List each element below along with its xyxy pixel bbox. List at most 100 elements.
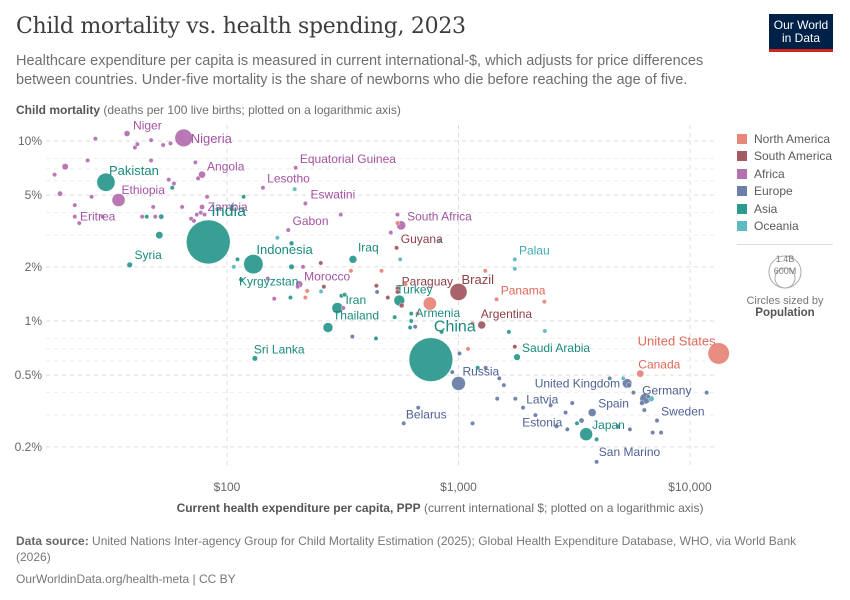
data-point[interactable] (166, 177, 172, 183)
data-point-kyrgyzstan[interactable] (238, 277, 244, 282)
data-point[interactable] (397, 256, 403, 262)
data-point[interactable] (437, 238, 443, 243)
data-point-canada[interactable] (636, 369, 645, 378)
data-point-japan[interactable] (579, 427, 593, 441)
data-point[interactable] (100, 214, 105, 220)
data-point[interactable] (194, 212, 200, 218)
data-point-india[interactable] (186, 219, 231, 265)
data-point[interactable] (408, 311, 414, 316)
data-point[interactable] (569, 400, 575, 406)
data-point[interactable] (342, 292, 347, 298)
data-point[interactable] (92, 136, 98, 142)
legend-item-oceania[interactable]: Oceania (737, 218, 832, 236)
data-point-armenia[interactable] (408, 318, 414, 324)
data-point-russia[interactable] (451, 376, 466, 391)
data-point-san-marino[interactable] (594, 459, 600, 465)
data-point[interactable] (288, 263, 295, 270)
data-point[interactable] (615, 423, 621, 429)
data-point-palau[interactable] (512, 256, 518, 262)
data-point-united-states[interactable] (707, 342, 730, 365)
data-point[interactable] (288, 240, 295, 246)
data-point-eswatini[interactable] (302, 201, 308, 206)
data-point[interactable] (639, 400, 645, 406)
data-point[interactable] (85, 158, 91, 163)
data-point[interactable] (338, 212, 344, 218)
data-point[interactable] (349, 334, 355, 339)
data-point[interactable] (465, 346, 471, 352)
data-point[interactable] (148, 137, 154, 143)
data-point-spain[interactable] (587, 408, 597, 417)
data-point[interactable] (304, 288, 310, 294)
data-point-eritrea[interactable] (72, 214, 78, 220)
data-point-syria[interactable] (126, 261, 133, 268)
data-point[interactable] (554, 423, 559, 429)
data-point[interactable] (483, 365, 489, 371)
source-url[interactable]: OurWorldinData.org/health-meta | CC BY (16, 572, 236, 586)
data-point[interactable] (373, 336, 379, 341)
data-point[interactable] (148, 158, 154, 163)
data-point[interactable] (265, 276, 271, 282)
data-point[interactable] (658, 430, 664, 435)
data-point[interactable] (475, 365, 481, 371)
data-point[interactable] (318, 289, 324, 294)
data-point[interactable] (168, 140, 173, 146)
data-point[interactable] (274, 235, 280, 241)
data-point[interactable] (650, 430, 656, 435)
data-point[interactable] (395, 212, 400, 218)
data-point-gabon[interactable] (285, 227, 291, 233)
data-point[interactable] (574, 420, 580, 426)
data-point[interactable] (641, 407, 647, 413)
data-point[interactable] (195, 175, 201, 181)
data-point[interactable] (72, 202, 78, 208)
legend-item-asia[interactable]: Asia (737, 200, 832, 218)
data-point[interactable] (470, 420, 475, 426)
data-point[interactable] (144, 214, 150, 220)
data-point[interactable] (506, 329, 512, 335)
data-point[interactable] (379, 268, 384, 274)
data-point[interactable] (470, 320, 475, 326)
data-point[interactable] (392, 314, 398, 320)
data-point[interactable] (89, 194, 94, 200)
data-point[interactable] (494, 396, 500, 402)
legend-item-africa[interactable]: Africa (737, 165, 832, 183)
data-point[interactable] (457, 351, 462, 356)
data-point[interactable] (607, 375, 613, 381)
data-point[interactable] (533, 412, 538, 418)
data-point-niger[interactable] (123, 130, 131, 137)
data-point[interactable] (512, 344, 518, 350)
data-point[interactable] (300, 264, 306, 270)
data-point[interactable] (158, 213, 165, 220)
data-point[interactable] (496, 375, 502, 381)
data-point-sweden[interactable] (654, 418, 660, 423)
data-point[interactable] (192, 160, 198, 165)
data-point[interactable] (501, 382, 507, 388)
data-point[interactable] (412, 324, 418, 330)
data-point[interactable] (340, 305, 346, 311)
data-point[interactable] (231, 264, 237, 270)
data-point[interactable] (385, 295, 391, 300)
data-point[interactable] (179, 204, 185, 210)
data-point[interactable] (271, 296, 277, 302)
data-point[interactable] (398, 302, 405, 309)
data-point[interactable] (295, 284, 301, 290)
data-point-pakistan[interactable] (96, 172, 116, 192)
data-point[interactable] (169, 185, 175, 191)
data-point[interactable] (171, 181, 177, 186)
data-point[interactable] (415, 311, 420, 316)
data-point[interactable] (631, 390, 636, 396)
data-point[interactable] (235, 256, 240, 262)
data-point[interactable] (423, 296, 437, 311)
data-point[interactable] (204, 194, 210, 200)
data-point[interactable] (152, 214, 158, 220)
data-point-zambia[interactable] (199, 204, 205, 210)
data-point[interactable] (76, 220, 82, 226)
data-point-argentina[interactable] (477, 320, 486, 330)
data-point[interactable] (704, 390, 710, 396)
data-point[interactable] (388, 230, 394, 235)
data-point[interactable] (482, 268, 488, 274)
data-point[interactable] (512, 396, 518, 402)
data-point-sri-lanka[interactable] (251, 355, 258, 362)
data-point[interactable] (626, 382, 632, 388)
data-point[interactable] (407, 325, 413, 330)
data-point-guyana[interactable] (394, 245, 399, 251)
